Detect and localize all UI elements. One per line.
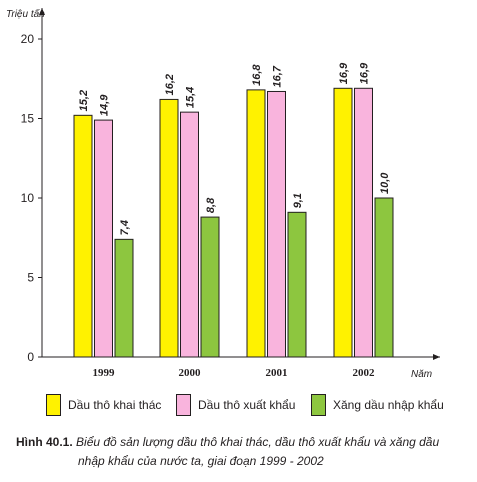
caption-line-1: Biểu đồ sản lượng dầu thô khai thác, dầu…: [76, 435, 440, 449]
chart-bars: [73, 87, 394, 358]
legend-item-nhap-khau: Xăng dầu nhập khẩu: [311, 392, 444, 418]
data-label-2000-2: 15,4: [185, 87, 197, 108]
chart-labels: 15,2 14,9 7,4 1999 16,2 15,4 8,8 2000 16,8 16,7 9,…: [78, 62, 391, 379]
data-label-2001-1: 16,8: [251, 64, 263, 86]
bar-2002-1: [333, 87, 353, 358]
bar-2000-3: [200, 216, 220, 358]
figure-caption: Hình 40.1. Biểu đồ sản lượng dầu thô kha…: [16, 433, 466, 471]
bar-1999-1: [73, 114, 93, 358]
bar-2002-3: [374, 197, 394, 358]
figure-number: Hình 40.1.: [16, 435, 73, 449]
bar-2001-3: [287, 211, 307, 358]
data-label-2002-3: 10,0: [379, 172, 391, 194]
data-label-2000-3: 8,8: [205, 197, 217, 213]
chart-legend: Dầu thô khai thác Dầu thô xuất khẩu Xăng…: [46, 392, 466, 418]
legend-label-nhap-khau: Xăng dầu nhập khẩu: [333, 398, 444, 412]
legend-swatch-xuat-khau: [176, 394, 191, 416]
data-label-1999-1: 15,2: [78, 90, 90, 111]
y-tick-label: 0: [27, 350, 34, 364]
data-label-1999-3: 7,4: [119, 220, 131, 235]
legend-item-khai-thac: Dầu thô khai thác: [46, 392, 161, 418]
y-tick-label: 5: [27, 271, 34, 285]
bar-1999-2: [94, 119, 113, 358]
y-tick-label: 20: [21, 32, 35, 46]
x-axis-title: Năm: [411, 369, 432, 380]
legend-item-xuat-khau: Dầu thô xuất khẩu: [176, 392, 295, 418]
y-axis-arrow: [39, 8, 45, 15]
data-label-2000-1: 16,2: [164, 74, 176, 95]
data-label-2002-2: 16,9: [359, 62, 371, 84]
x-tick-label-1999: 1999: [93, 367, 116, 379]
legend-label-khai-thac: Dầu thô khai thác: [68, 398, 162, 412]
y-tick-label: 15: [21, 112, 35, 126]
legend-label-xuat-khau: Dầu thô xuất khẩu: [198, 398, 296, 412]
bar-2001-2: [267, 90, 286, 358]
bar-chart: Triệu tấn Năm 0 5 10 15 20 15,2 14,9 7,4 1999 16,2…: [6, 8, 440, 380]
x-tick-label-2001: 2001: [266, 367, 288, 379]
y-tick-label: 10: [21, 191, 35, 205]
x-axis-arrow: [433, 354, 440, 360]
x-tick-label-2002: 2002: [353, 367, 376, 379]
legend-swatch-nhap-khau: [311, 394, 326, 416]
bar-1999-3: [114, 238, 134, 358]
caption-line-2: nhập khẩu của nước ta, giai đoạn 1999 - …: [78, 454, 324, 468]
bar-2000-1: [159, 98, 179, 358]
data-label-1999-2: 14,9: [99, 94, 111, 116]
bar-2002-2: [354, 87, 373, 358]
data-label-2001-3: 9,1: [292, 193, 304, 208]
bar-2000-2: [180, 111, 199, 358]
data-label-2001-2: 16,7: [272, 65, 284, 87]
bar-2001-1: [246, 89, 266, 358]
y-axis-title: Triệu tấn: [6, 8, 45, 20]
legend-swatch-khai-thac: [46, 394, 61, 416]
x-tick-label-2000: 2000: [179, 367, 202, 379]
data-label-2002-1: 16,9: [338, 62, 350, 84]
